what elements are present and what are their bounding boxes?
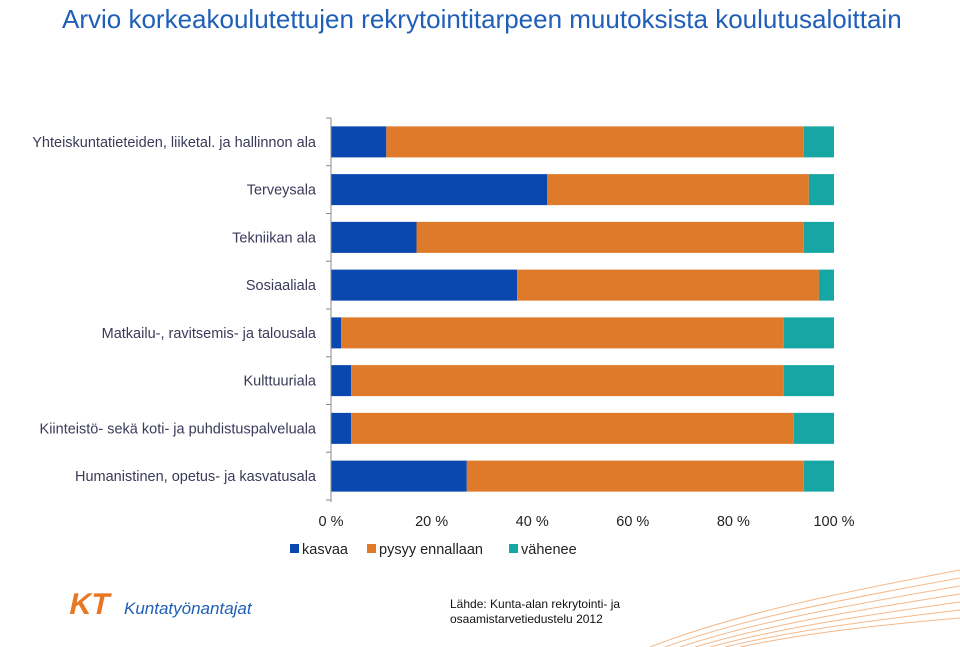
bar-segment [331,460,467,492]
bar-segment [331,174,548,206]
legend-swatch [290,544,299,553]
decorative-wave-graphic [649,569,960,647]
category-label: Kiinteistö- sekä koti- ja puhdistuspalve… [40,421,317,437]
bar-segment [341,317,784,349]
bar-segment [808,174,834,206]
x-tick-label: 100 % [813,514,854,530]
bar-segment [331,221,417,253]
category-label: Humanistinen, opetus- ja kasvatusala [75,469,317,485]
bar-segment [386,126,804,158]
bar-segment [783,365,834,397]
bar-segment [547,174,809,206]
bar-segment [517,269,819,301]
legend-label: kasvaa [302,542,349,558]
bar-segment [331,365,352,397]
bar-segment [803,126,834,158]
category-label: Tekniikan ala [232,230,317,246]
category-label: Sosiaaliala [246,278,317,294]
legend-label: vähenee [521,542,577,558]
source-note: Lähde: Kunta-alan rekrytointi- ja osaami… [450,597,621,626]
bar-segment [331,412,352,444]
legend-label: pysyy ennallaan [379,542,483,558]
category-label: Kulttuuriala [243,374,316,390]
x-tick-label: 20 % [415,514,448,530]
x-tick-label: 80 % [717,514,750,530]
bar-segment [331,317,342,349]
bar-segment [331,126,387,158]
category-label: Matkailu-, ravitsemis- ja talousala [102,326,317,342]
legend-swatch [509,544,518,553]
bar-segment [351,412,794,444]
axis-group: Yhteiskuntatieteiden, liiketal. ja halli… [32,117,855,530]
bar-segment [331,269,518,301]
logo-text: Kuntatyönantajat [124,599,253,618]
bar-segment [783,317,834,349]
legend: kasvaa pysyy ennallaan vähenee [290,542,577,558]
logo-mark: KT [66,588,113,621]
x-tick-label: 0 % [319,514,344,530]
kuntatyonantajat-logo: KT Kuntatyönantajat [60,585,260,630]
bar-segment [416,221,804,253]
category-label: Yhteiskuntatieteiden, liiketal. ja halli… [32,135,317,151]
bar-segment [803,221,834,253]
bar-segment [793,412,834,444]
category-label: Terveysala [247,183,317,199]
bar-segment [803,460,834,492]
x-tick-label: 40 % [516,514,549,530]
bars-group [331,126,834,492]
bar-segment [466,460,804,492]
x-tick-label: 60 % [616,514,649,530]
legend-swatch [367,544,376,553]
bar-segment [351,365,784,397]
chart-title: Arvio korkeakoulutettujen rekrytointitar… [62,4,902,34]
bar-segment [818,269,834,301]
